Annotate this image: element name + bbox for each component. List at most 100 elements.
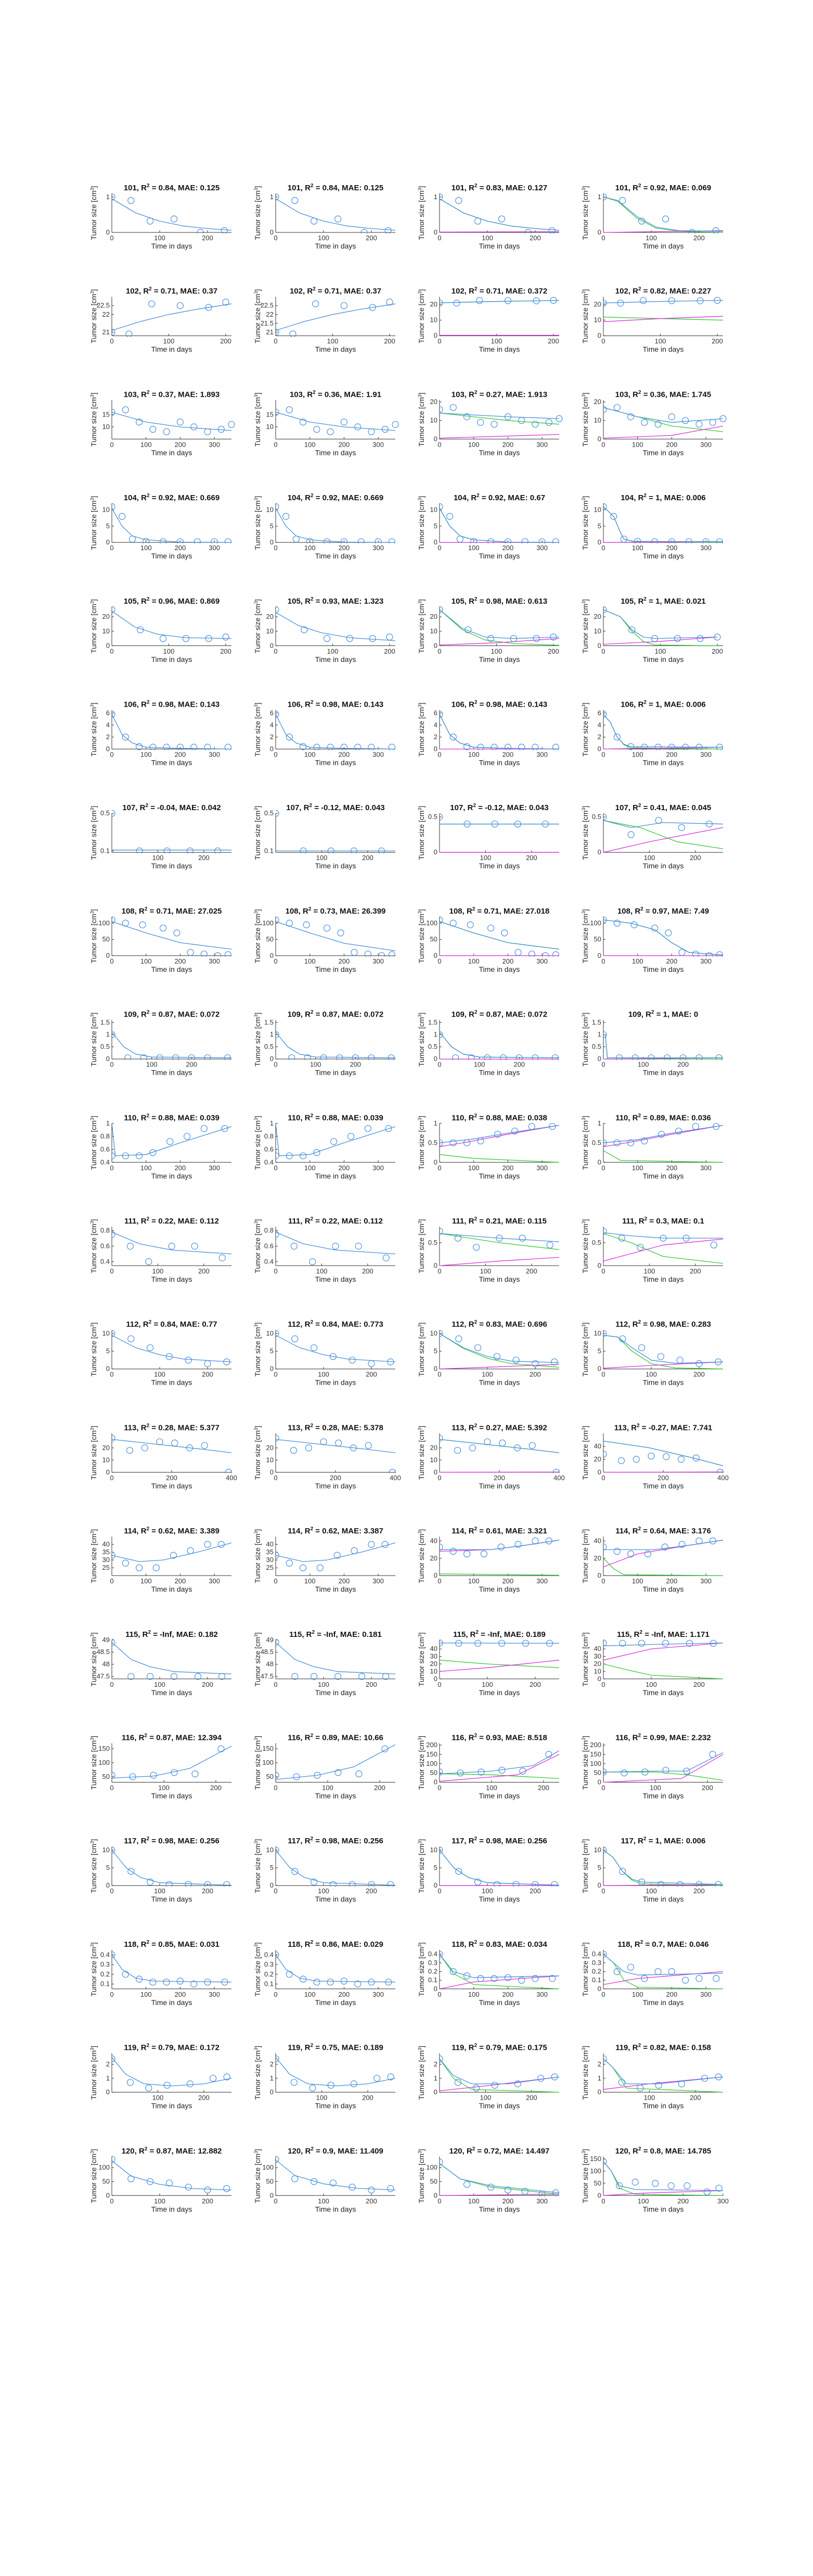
title-text: 109, R: [451, 1010, 474, 1019]
title-text-rest: = 0.88, MAE: 0.039: [313, 1113, 383, 1122]
x-tick-label: 0: [274, 544, 277, 552]
plot-area: [276, 406, 399, 435]
data-point: [453, 300, 460, 307]
y-axis-label-text: Tumor size [cm: [581, 190, 589, 240]
y-tick-label: 4: [598, 721, 601, 728]
series-line-fit: [603, 197, 724, 232]
series-line-fit: [603, 1034, 723, 1058]
x-axis-label: Time in days: [151, 1688, 192, 1697]
data-point: [449, 404, 457, 411]
data-point: [477, 1137, 484, 1144]
data-point: [332, 1242, 339, 1250]
y-axis-label: Tumor size [cm3]: [253, 702, 262, 757]
series-line-fit: [603, 1540, 724, 1550]
y-axis-label: Tumor size [cm3]: [417, 393, 425, 447]
series-line-fit: [276, 1231, 396, 1255]
series-line-fit: [603, 1954, 724, 1975]
y-tick-label: 0: [434, 1881, 437, 1889]
series-line-fit: [440, 2163, 560, 2193]
y-axis-label-text: Tumor size [cm: [417, 604, 425, 653]
y-tick-label: 100: [98, 2164, 110, 2171]
y-tick-label: 50: [430, 2178, 437, 2185]
data-point: [654, 421, 662, 428]
y-axis-label-end: ]: [417, 2149, 425, 2151]
x-axis-label: Time in days: [479, 448, 520, 457]
data-point: [160, 538, 167, 544]
title-superscript: 2: [308, 906, 312, 912]
data-point: [627, 1963, 635, 1971]
y-tick-label: 0.5: [100, 1043, 110, 1050]
data-point: [652, 2180, 659, 2187]
data-point: [327, 2081, 334, 2089]
data-point: [449, 919, 457, 927]
title-text-rest: = 0.71, MAE: 0.37: [316, 287, 381, 296]
y-axis-label-end: ]: [417, 1322, 425, 1324]
y-axis-label-text: Tumor size [cm: [581, 1327, 589, 1376]
data-point: [351, 948, 358, 956]
x-axis-label: Time in days: [643, 2102, 684, 2110]
data-point: [204, 1979, 211, 1986]
x-tick-label: 100: [482, 234, 493, 242]
subplot-title: 106, R2 = 0.98, MAE: 0.143: [288, 700, 383, 709]
data-point: [210, 2075, 217, 2082]
y-axis-label-superscript: 3: [253, 2048, 259, 2050]
x-tick-label: 200: [530, 1887, 541, 1895]
plot-area: [112, 1846, 232, 1887]
x-axis-label: Time in days: [151, 759, 192, 767]
data-point: [176, 1977, 184, 1985]
x-axis-label: Time in days: [479, 655, 520, 663]
y-axis-label-superscript: 3: [253, 395, 259, 397]
plot-area: [603, 404, 727, 439]
data-point: [381, 1541, 389, 1548]
title-text: 120, R: [288, 2146, 311, 2155]
y-tick-label: 0: [434, 228, 437, 236]
data-point: [276, 711, 279, 718]
y-axis-label: Tumor size [cm3]: [89, 186, 98, 240]
data-point: [276, 193, 279, 201]
data-point: [603, 813, 607, 821]
data-point: [310, 1673, 318, 1680]
subplot-title: 111, R2 = 0.21, MAE: 0.115: [452, 1216, 547, 1226]
data-point: [387, 1358, 394, 1365]
data-point: [163, 428, 170, 435]
y-axis-label-superscript: 3: [89, 291, 95, 294]
title-superscript: 2: [311, 700, 314, 706]
data-point: [603, 711, 607, 718]
data-point: [149, 1149, 157, 1156]
y-tick-label: 0: [598, 435, 601, 443]
x-tick-label: 200: [666, 957, 678, 965]
y-axis-label: Tumor size [cm3]: [417, 289, 425, 343]
x-tick-label: 200: [502, 440, 514, 448]
data-point: [147, 1878, 154, 1885]
y-axis-label: Tumor size [cm3]: [581, 806, 589, 860]
data-point: [473, 1244, 480, 1251]
data-point: [440, 1330, 443, 1337]
y-axis-label: Tumor size [cm3]: [253, 186, 262, 240]
data-point: [149, 1979, 157, 1986]
title-text-rest: = 0.85, MAE: 0.031: [149, 1940, 220, 1949]
title-text: 116, R: [451, 1734, 474, 1742]
data-point: [176, 744, 184, 750]
data-point: [320, 1054, 327, 1060]
data-point: [440, 193, 443, 201]
title-text: 107, R: [615, 803, 638, 812]
series-line-magenta: [440, 1364, 560, 1370]
data-point: [658, 1130, 665, 1138]
x-tick-label: 100: [482, 1681, 493, 1688]
data-point: [112, 1152, 115, 1160]
x-tick-label: 200: [198, 2094, 210, 2102]
title-superscript: 2: [638, 803, 641, 809]
y-tick-label: 20: [102, 613, 110, 620]
x-tick-label: 300: [372, 1164, 384, 1172]
subplot-118-3: 118, R2 = 0.83, MAE: 0.03400.10.20.30.40…: [417, 1940, 560, 2007]
x-tick-label: 300: [536, 544, 548, 552]
subplot-title: 104, R2 = 0.92, MAE: 0.669: [288, 493, 383, 502]
title-superscript: 2: [311, 1836, 314, 1842]
data-point: [440, 2158, 443, 2166]
y-tick-label: 20: [102, 1444, 110, 1452]
y-axis-label-superscript: 3: [417, 601, 422, 604]
y-tick-label: 150: [590, 1750, 601, 1758]
data-point: [716, 538, 723, 544]
